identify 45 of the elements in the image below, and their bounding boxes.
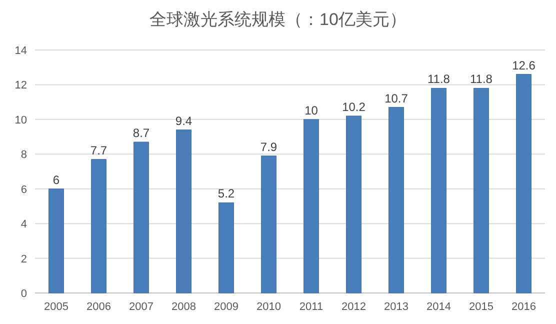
bar	[176, 130, 192, 294]
y-tick-label: 4	[20, 218, 27, 231]
x-tick-label: 2010	[256, 301, 281, 313]
bar	[304, 119, 319, 294]
y-tick-label: 2	[20, 253, 27, 266]
y-tick-label: 8	[20, 149, 27, 162]
data-label: 10	[304, 103, 318, 118]
bar	[261, 156, 276, 294]
x-tick-label: 2016	[512, 301, 536, 313]
data-label: 8.7	[132, 126, 150, 140]
data-label: 11.8	[470, 72, 493, 86]
y-tick-label: 14	[14, 45, 27, 57]
data-label: 9.4	[175, 114, 192, 128]
bar	[218, 202, 234, 294]
data-label: 10.7	[384, 91, 408, 106]
x-tick-label: 2005	[44, 301, 68, 313]
bar	[346, 116, 362, 294]
x-tick-label: 2007	[129, 301, 154, 313]
bar	[516, 74, 532, 294]
bar	[91, 159, 106, 294]
x-tick-label: 2015	[469, 301, 494, 313]
bar	[474, 88, 489, 294]
data-label: 12.6	[512, 58, 536, 72]
y-tick-label: 0	[20, 288, 27, 300]
data-label: 7.7	[90, 143, 108, 158]
data-label: 6	[52, 172, 60, 187]
y-tick-label: 10	[14, 114, 27, 126]
y-tick-label: 12	[14, 80, 27, 92]
x-tick-label: 2006	[86, 301, 111, 313]
x-tick-label: 2013	[384, 301, 408, 313]
x-tick-label: 2009	[214, 301, 238, 313]
data-label: 7.9	[260, 140, 278, 154]
chart-title: 全球激光系统规模（：10亿美元）	[150, 10, 406, 29]
data-label: 11.8	[428, 72, 450, 86]
bar	[388, 107, 404, 294]
x-tick-label: 2008	[172, 301, 196, 313]
x-tick-label: 2011	[299, 301, 324, 313]
x-tick-label: 2012	[342, 301, 366, 313]
bar	[134, 142, 149, 294]
bar	[48, 188, 64, 294]
data-label: 5.2	[218, 186, 235, 201]
data-label: 10.2	[342, 100, 366, 114]
bar	[431, 88, 446, 294]
y-tick-label: 6	[20, 184, 27, 196]
x-tick-label: 2014	[426, 301, 451, 313]
